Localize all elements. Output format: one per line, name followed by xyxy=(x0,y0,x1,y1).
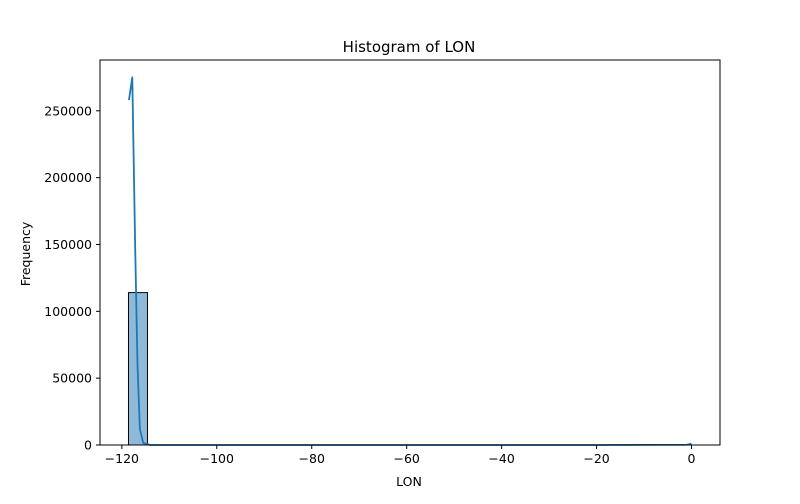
x-tick-label: −120 xyxy=(105,451,139,466)
y-tick-label: 250000 xyxy=(44,103,92,118)
chart-title: Histogram of LON xyxy=(343,38,476,56)
x-tick-label: 0 xyxy=(688,451,696,466)
x-tick-label: −100 xyxy=(200,451,234,466)
ticks-layer: −120 −100 −80 −60 −40 −20 0 0 50000 100000 150000 2… xyxy=(44,103,695,466)
y-tick-label: 150000 xyxy=(44,237,92,252)
x-tick-label: −40 xyxy=(488,451,514,466)
plot-frame xyxy=(99,59,721,446)
y-tick-label: 200000 xyxy=(44,170,92,185)
kde-layer xyxy=(128,76,692,446)
x-tick-label: −20 xyxy=(583,451,609,466)
kde-line xyxy=(128,76,692,446)
x-tick-label: −80 xyxy=(299,451,325,466)
y-tick-label: 0 xyxy=(84,438,92,453)
y-tick-label: 50000 xyxy=(52,371,92,386)
x-axis-label: LON xyxy=(396,474,422,489)
y-tick-label: 100000 xyxy=(44,304,92,319)
y-axis-label: Frequency xyxy=(18,221,33,286)
x-tick-label: −60 xyxy=(393,451,419,466)
axes-layer xyxy=(99,59,721,446)
